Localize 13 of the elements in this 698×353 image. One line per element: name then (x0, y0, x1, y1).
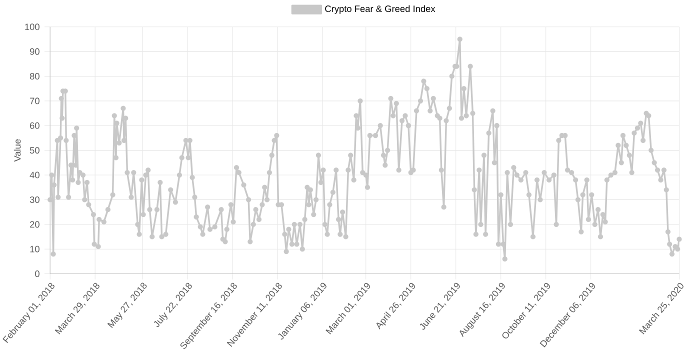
y-axis-title: Value (14, 139, 21, 162)
y-tick-label: 80 (30, 72, 40, 80)
y-tick-label: 60 (30, 122, 40, 129)
y-tick-label: 10 (30, 246, 40, 252)
y-tick-label: 0 (35, 270, 40, 278)
y-tick-label: 20 (30, 221, 40, 228)
legend-label: Crypto Fear & Greed Index (325, 5, 436, 14)
y-tick-label: 100 (25, 24, 40, 30)
y-tick-label: 40 (30, 172, 40, 178)
y-tick-label: 90 (30, 48, 40, 55)
y-tick-label: 70 (30, 98, 40, 104)
y-tick-label: 50 (30, 147, 40, 154)
y-tick-label: 30 (30, 196, 40, 203)
